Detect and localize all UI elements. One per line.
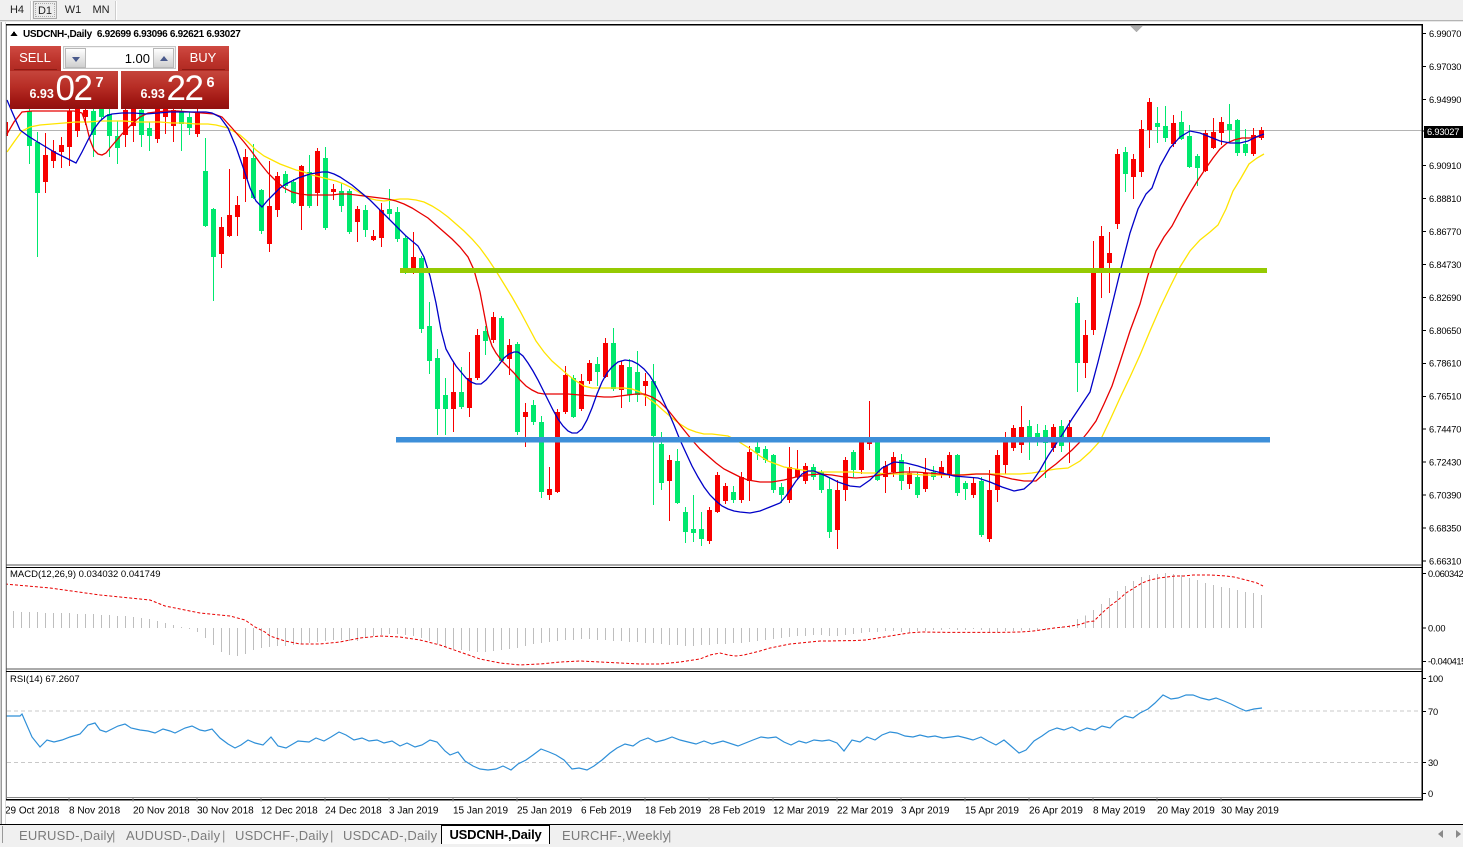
svg-text:3 Jan 2019: 3 Jan 2019 — [389, 806, 439, 817]
svg-text:6.93027: 6.93027 — [1427, 127, 1459, 137]
svg-text:6.74470: 6.74470 — [1429, 425, 1461, 435]
svg-text:3 Apr 2019: 3 Apr 2019 — [901, 806, 950, 817]
svg-text:24 Dec 2018: 24 Dec 2018 — [325, 806, 382, 817]
svg-text:6 Feb 2019: 6 Feb 2019 — [581, 806, 632, 817]
svg-text:6.90910: 6.90910 — [1429, 161, 1461, 171]
svg-text:29 Oct 2018: 29 Oct 2018 — [5, 806, 60, 817]
svg-text:6.76510: 6.76510 — [1429, 392, 1461, 402]
svg-text:0.060342: 0.060342 — [1428, 569, 1463, 579]
svg-text:USDCNH-,Daily 6.92699 6.93096: USDCNH-,Daily 6.92699 6.93096 6.92621 6.… — [23, 29, 241, 40]
svg-text:30 Nov 2018: 30 Nov 2018 — [197, 806, 254, 817]
svg-text:15 Jan 2019: 15 Jan 2019 — [453, 806, 508, 817]
svg-text:6.86770: 6.86770 — [1429, 227, 1461, 237]
svg-text:22 Mar 2019: 22 Mar 2019 — [837, 806, 894, 817]
svg-text:-0.040415: -0.040415 — [1428, 657, 1463, 667]
svg-text:0.00: 0.00 — [1428, 623, 1445, 633]
svg-text:6.84730: 6.84730 — [1429, 260, 1461, 270]
svg-text:0: 0 — [1428, 789, 1433, 799]
svg-text:8 Nov 2018: 8 Nov 2018 — [69, 806, 121, 817]
svg-text:6.99070: 6.99070 — [1429, 29, 1461, 39]
svg-text:15 Apr 2019: 15 Apr 2019 — [965, 806, 1019, 817]
svg-text:6.68350: 6.68350 — [1429, 524, 1461, 534]
svg-text:6.94990: 6.94990 — [1429, 95, 1461, 105]
svg-text:6.88810: 6.88810 — [1429, 194, 1461, 204]
svg-text:70: 70 — [1428, 707, 1438, 717]
svg-text:28 Feb 2019: 28 Feb 2019 — [709, 806, 766, 817]
svg-text:12 Dec 2018: 12 Dec 2018 — [261, 806, 318, 817]
svg-text:18 Feb 2019: 18 Feb 2019 — [645, 806, 702, 817]
svg-text:26 Apr 2019: 26 Apr 2019 — [1029, 806, 1083, 817]
svg-text:12 Mar 2019: 12 Mar 2019 — [773, 806, 830, 817]
svg-text:6.82690: 6.82690 — [1429, 293, 1461, 303]
svg-text:MACD(12,26,9) 0.034032 0.04174: MACD(12,26,9) 0.034032 0.041749 — [10, 569, 161, 580]
svg-text:20 Nov 2018: 20 Nov 2018 — [133, 806, 190, 817]
svg-text:RSI(14) 67.2607: RSI(14) 67.2607 — [10, 674, 80, 685]
svg-text:6.70390: 6.70390 — [1429, 491, 1461, 501]
svg-text:8 May 2019: 8 May 2019 — [1093, 806, 1146, 817]
svg-text:6.97030: 6.97030 — [1429, 62, 1461, 72]
svg-text:30 May 2019: 30 May 2019 — [1221, 806, 1279, 817]
svg-text:25 Jan 2019: 25 Jan 2019 — [517, 806, 572, 817]
svg-text:100: 100 — [1428, 674, 1443, 684]
svg-text:30: 30 — [1428, 758, 1438, 768]
svg-text:20 May 2019: 20 May 2019 — [1157, 806, 1215, 817]
svg-text:6.78610: 6.78610 — [1429, 359, 1461, 369]
svg-text:6.66310: 6.66310 — [1429, 557, 1461, 567]
svg-text:6.80650: 6.80650 — [1429, 326, 1461, 336]
svg-text:6.72430: 6.72430 — [1429, 458, 1461, 468]
